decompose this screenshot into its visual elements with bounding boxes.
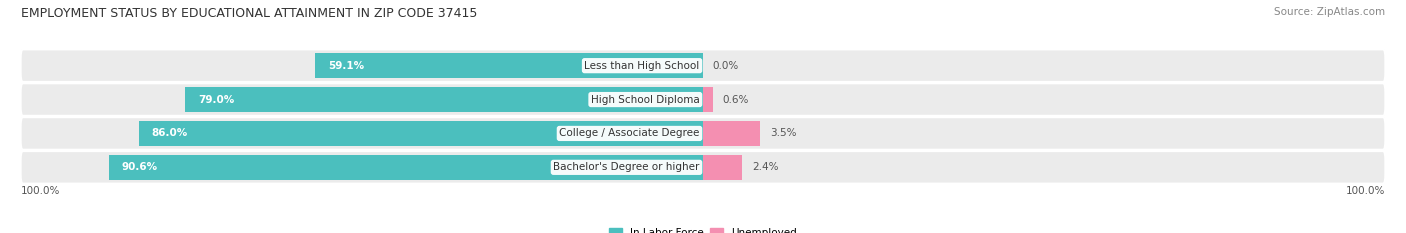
Bar	[703, 121, 761, 146]
Bar	[108, 155, 703, 180]
Text: High School Diploma: High School Diploma	[591, 95, 700, 105]
Text: 3.5%: 3.5%	[770, 128, 797, 138]
FancyBboxPatch shape	[21, 49, 1385, 82]
Bar	[703, 155, 742, 180]
Bar	[703, 87, 713, 112]
Text: 100.0%: 100.0%	[21, 186, 60, 196]
Text: 79.0%: 79.0%	[198, 95, 233, 105]
Text: 0.6%: 0.6%	[723, 95, 749, 105]
Text: Bachelor's Degree or higher: Bachelor's Degree or higher	[554, 162, 700, 172]
FancyBboxPatch shape	[21, 83, 1385, 116]
FancyBboxPatch shape	[21, 151, 1385, 184]
Text: 2.4%: 2.4%	[752, 162, 779, 172]
Bar	[139, 121, 703, 146]
Text: EMPLOYMENT STATUS BY EDUCATIONAL ATTAINMENT IN ZIP CODE 37415: EMPLOYMENT STATUS BY EDUCATIONAL ATTAINM…	[21, 7, 478, 20]
Legend: In Labor Force, Unemployed: In Labor Force, Unemployed	[609, 228, 797, 233]
FancyBboxPatch shape	[21, 117, 1385, 150]
Text: Less than High School: Less than High School	[585, 61, 700, 71]
Text: College / Associate Degree: College / Associate Degree	[560, 128, 700, 138]
Text: 100.0%: 100.0%	[1346, 186, 1385, 196]
Bar	[315, 53, 703, 78]
Text: Source: ZipAtlas.com: Source: ZipAtlas.com	[1274, 7, 1385, 17]
Text: 90.6%: 90.6%	[122, 162, 157, 172]
Text: 0.0%: 0.0%	[713, 61, 740, 71]
Text: 86.0%: 86.0%	[152, 128, 188, 138]
Bar	[184, 87, 703, 112]
Text: 59.1%: 59.1%	[329, 61, 364, 71]
